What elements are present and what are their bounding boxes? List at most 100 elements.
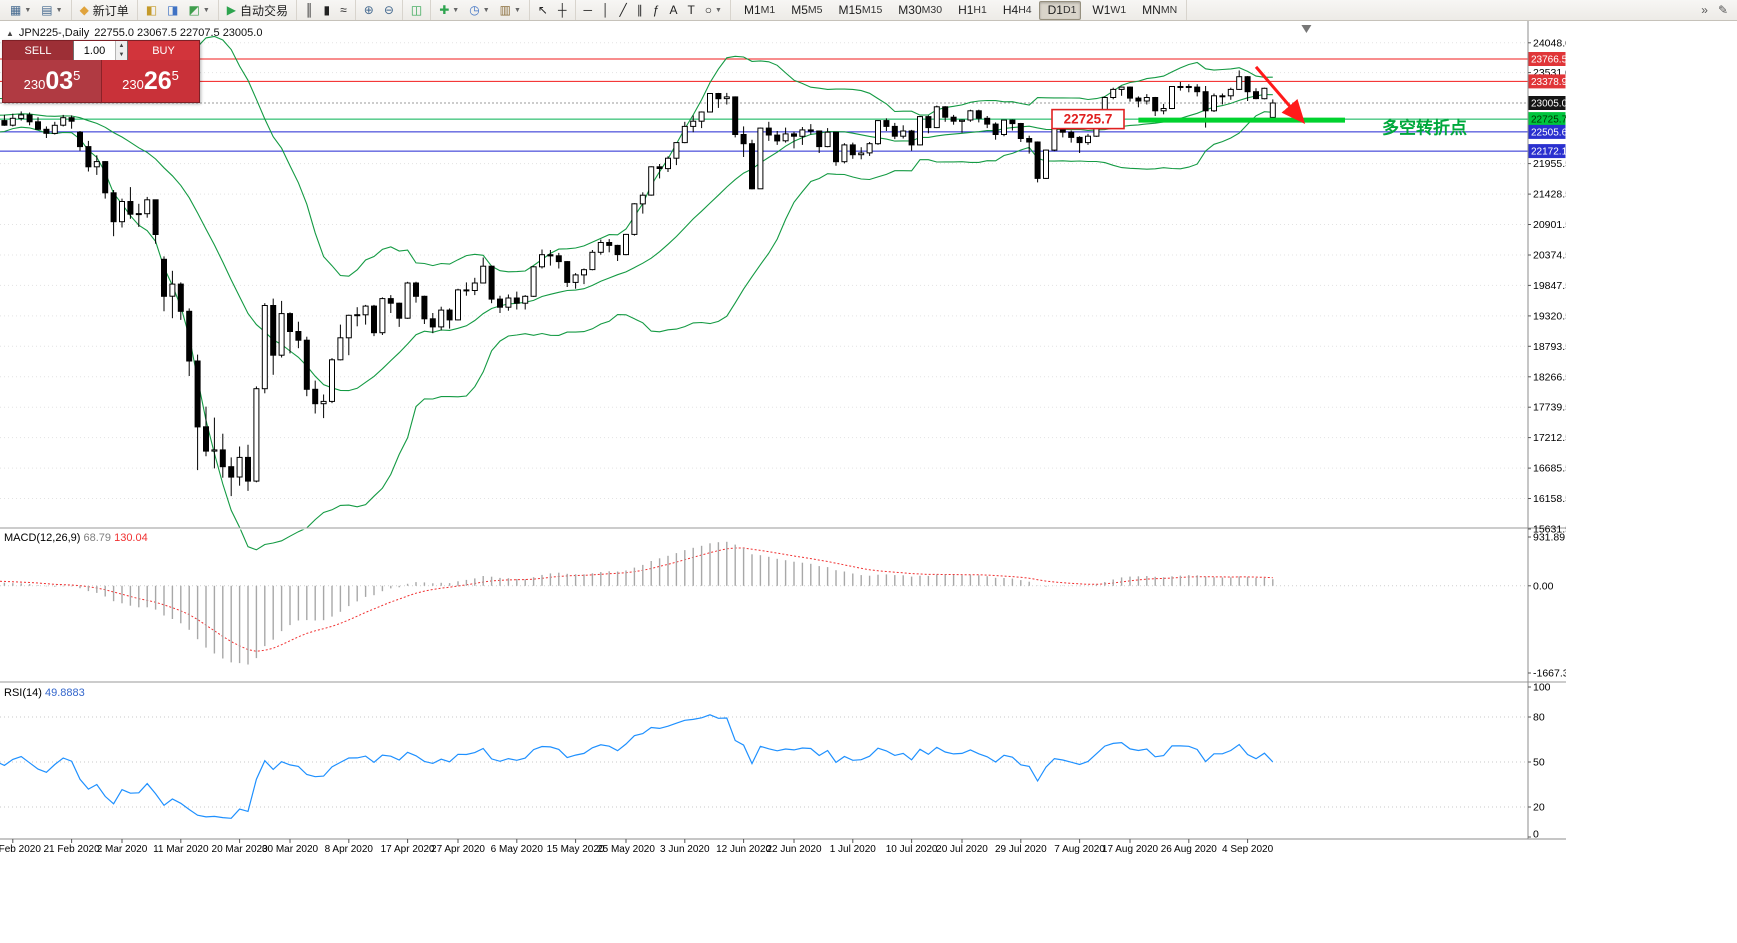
- time-axis-label: 27 Apr 2020: [431, 844, 485, 855]
- timeframe-h4[interactable]: H4 H4: [994, 1, 1037, 20]
- volume-value[interactable]: 1.00: [83, 44, 106, 57]
- new-chart-button[interactable]: ▦ ▼: [6, 1, 35, 20]
- toolbar-group: ◫: [403, 0, 432, 20]
- timeframe-d1[interactable]: D1 D1: [1038, 0, 1082, 20]
- buy-price-button[interactable]: 230 26 5: [102, 60, 199, 102]
- timeframe-mn-label: MN: [1160, 4, 1178, 16]
- price-box-annotation-text[interactable]: 22725.7: [1064, 112, 1113, 127]
- price-badge-text: 23378.9: [1531, 77, 1566, 88]
- chart-window[interactable]: 22725.7 多空转折点 MACD(12,26,9) 68.79 130.04 RS…: [0, 21, 1566, 863]
- channel-button[interactable]: ∥: [633, 1, 647, 20]
- market-watch-button-icon: ◧: [145, 3, 158, 17]
- buy-button-label: BUY: [152, 44, 175, 57]
- navigator-button[interactable]: ◩ ▼: [185, 1, 214, 20]
- navigator-button-dropdown-icon[interactable]: ▼: [202, 6, 210, 14]
- bar-chart-button[interactable]: ║: [301, 1, 318, 20]
- zoom-out-button-icon: ⊖: [383, 3, 394, 17]
- label-button[interactable]: T: [683, 1, 698, 20]
- chart-plot-area[interactable]: [0, 21, 1528, 839]
- timeframe-mn-label: MN: [1142, 3, 1161, 17]
- sell-price-button[interactable]: 230 03 5: [3, 60, 102, 102]
- macd-tick-label: -1667.31: [1533, 668, 1566, 680]
- macd-histogram: [3, 541, 1274, 665]
- timeframe-m5[interactable]: M5 M5: [782, 1, 827, 20]
- vertical-line-button[interactable]: │: [598, 1, 614, 20]
- toolbar-group: ◆ 新订单: [72, 0, 138, 20]
- price-tick-label: 18266.5: [1533, 371, 1566, 383]
- periods-button[interactable]: ◷ ▼: [465, 1, 493, 20]
- chart-canvas[interactable]: 22725.7 多空转折点 MACD(12,26,9) 68.79 130.04 RS…: [0, 21, 1566, 863]
- zoom-out-button[interactable]: ⊖: [380, 1, 398, 20]
- one-click-collapse-icon[interactable]: ▲: [6, 28, 14, 38]
- price-tick-label: 19847.5: [1533, 280, 1566, 292]
- volume-input[interactable]: 1.00 ▲ ▼: [73, 41, 128, 60]
- horizontal-line-button[interactable]: ─: [580, 1, 597, 20]
- price-box-annotation[interactable]: [1051, 108, 1125, 130]
- tile-windows-button[interactable]: ◫: [407, 1, 426, 20]
- price-badge-22725.7: [1528, 112, 1566, 127]
- shapes-button-dropdown-icon[interactable]: ▼: [715, 6, 722, 14]
- line-chart-button[interactable]: ≈: [336, 1, 351, 20]
- new-order-button[interactable]: ◆ 新订单: [76, 1, 133, 20]
- timeframe-m1[interactable]: M1 M1: [735, 1, 780, 20]
- timeframe-mn[interactable]: MN MN: [1133, 1, 1182, 20]
- chart-profiles-button-dropdown-icon[interactable]: ▼: [55, 6, 63, 14]
- indicators-button[interactable]: ✚ ▼: [435, 1, 463, 20]
- templates-button-dropdown-icon[interactable]: ▼: [513, 6, 521, 14]
- time-axis-label: 3 Jun 2020: [660, 844, 710, 855]
- customize-toolbar-button[interactable]: ✎: [1714, 1, 1732, 20]
- auto-trading-button[interactable]: ▶ 自动交易: [223, 1, 292, 20]
- chart-profiles-button[interactable]: ▤ ▼: [37, 1, 66, 20]
- horizontal-line-button-icon: ─: [583, 3, 593, 17]
- indicators-button-dropdown-icon[interactable]: ▼: [452, 6, 460, 14]
- chart-shift-marker[interactable]: [1301, 25, 1312, 33]
- trendline-button-icon: ╱: [619, 3, 627, 17]
- timeframe-m30[interactable]: M30 M30: [889, 1, 947, 20]
- timeframe-w1[interactable]: W1 W1: [1083, 1, 1131, 20]
- buy-button[interactable]: BUY: [128, 41, 199, 60]
- time-axis-label: 12 Feb 2020: [0, 844, 41, 855]
- panel-separators[interactable]: [0, 527, 1566, 684]
- trendline-button[interactable]: ╱: [616, 1, 631, 20]
- timeframe-m15-label: M15: [861, 4, 883, 16]
- crosshair-button[interactable]: ┼: [554, 1, 571, 20]
- price-tick-label: 16158.5: [1533, 493, 1566, 505]
- timeframe-m30-label: M30: [921, 4, 943, 16]
- sell-price-sup: 5: [73, 67, 81, 83]
- fibonacci-button-icon: ƒ: [652, 3, 660, 17]
- timeframe-h1[interactable]: H1 H1: [949, 1, 992, 20]
- shapes-button[interactable]: ○ ▼: [701, 1, 726, 20]
- price-badge-text: 23766.5: [1531, 55, 1566, 66]
- toolbar-group: ⊕ ⊖: [356, 0, 403, 20]
- zoom-in-button[interactable]: ⊕: [360, 1, 378, 20]
- volume-down-button[interactable]: ▼: [116, 50, 127, 60]
- new-chart-button-dropdown-icon[interactable]: ▼: [24, 6, 32, 14]
- toolbar-overflow-button[interactable]: »: [1697, 1, 1712, 20]
- new-chart-button-icon: ▦: [10, 3, 22, 17]
- data-window-button[interactable]: ◨: [163, 1, 182, 20]
- annotation-text-turning-point[interactable]: 多空转折点: [1382, 118, 1467, 138]
- cursor-button[interactable]: ↖: [534, 1, 552, 20]
- price-badge-23378.9: [1528, 74, 1566, 89]
- timeframe-m30-label: M30: [898, 3, 922, 17]
- price-scale[interactable]: 24048.023531.021955.521428.520901.520374…: [1527, 21, 1566, 841]
- time-axis-label: 8 Apr 2020: [325, 844, 374, 855]
- market-watch-button[interactable]: ◧: [142, 1, 161, 20]
- periods-button-icon: ◷: [469, 3, 480, 17]
- time-axis-label: 20 Mar 2020: [212, 844, 269, 855]
- rsi-tick-label: 100: [1533, 682, 1551, 694]
- templates-button[interactable]: ▥ ▼: [496, 1, 525, 20]
- down-arrow-annotation[interactable]: [1254, 65, 1306, 125]
- timeframe-m15[interactable]: M15 M15: [830, 1, 888, 20]
- sell-button[interactable]: SELL: [3, 41, 73, 60]
- text-button[interactable]: A: [665, 1, 681, 20]
- periods-button-dropdown-icon[interactable]: ▼: [482, 6, 490, 14]
- time-axis-label: 15 May 2020: [547, 844, 605, 855]
- timeframe-group: M1 M1 M5 M5 M15 M15 M30 M30 H1 H1 H4 H4 D1 D1 W1 W1 MN MN: [731, 0, 1188, 20]
- time-axis-label: 6 May 2020: [491, 844, 544, 855]
- fibonacci-button[interactable]: ƒ: [649, 1, 664, 20]
- candlestick-chart-button[interactable]: ▮: [320, 1, 335, 20]
- price-badge-23766.5: [1528, 52, 1566, 66]
- volume-up-button[interactable]: ▲: [116, 41, 127, 51]
